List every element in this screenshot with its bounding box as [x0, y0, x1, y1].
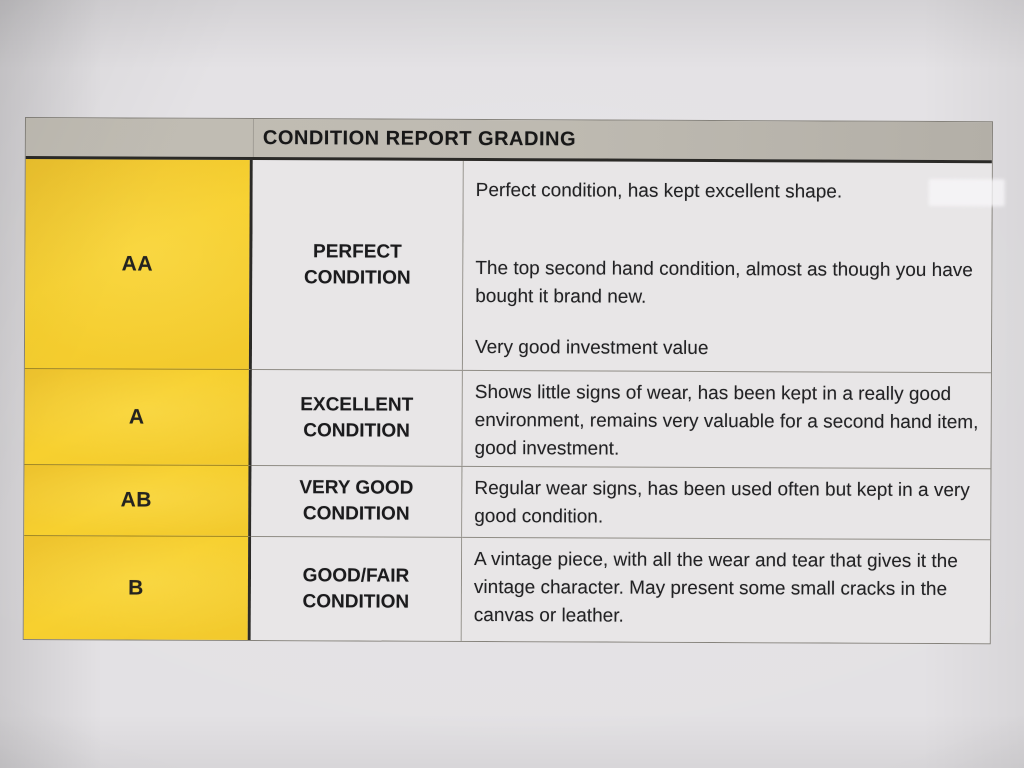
description-paragraph: Perfect condition, has kept excellent sh… [475, 179, 843, 203]
description-cell-a: Shows little signs of wear, has been kep… [462, 369, 991, 469]
description-cell-ab: Regular wear signs, has been used often … [462, 465, 991, 540]
condition-cell-excellent: EXCELLENT CONDITION [251, 368, 463, 466]
grade-cell-aa: AA [24, 159, 253, 369]
description-paragraph: Shows little signs of wear, has been kep… [474, 381, 979, 460]
condition-cell-perfect: PERFECT CONDITION [251, 159, 464, 370]
description-paragraph: The top second hand condition, almost as… [475, 257, 973, 308]
correction-tape-patch [928, 178, 1005, 207]
description-cell-b: A vintage piece, with all the wear and t… [461, 536, 991, 644]
condition-grading-table: CONDITION REPORT GRADING AA PERFECT COND… [22, 117, 1005, 645]
description-paragraph: Regular wear signs, has been used often … [474, 477, 970, 528]
description-cell-aa: Perfect condition, has kept excellent sh… [462, 160, 992, 373]
grade-cell-ab: AB [24, 464, 252, 536]
grade-cell-b: B [23, 535, 252, 640]
table-title: CONDITION REPORT GRADING [262, 126, 577, 150]
table-header-row: CONDITION REPORT GRADING [25, 118, 992, 164]
condition-cell-very-good: VERY GOOD CONDITION [251, 464, 463, 537]
condition-cell-good-fair: GOOD/FAIR CONDITION [250, 535, 463, 641]
description-paragraph: A vintage piece, with all the wear and t… [473, 548, 958, 627]
header-column-divider [252, 118, 254, 157]
grade-cell-a: A [24, 368, 252, 465]
description-paragraph: Very good investment value [474, 336, 709, 359]
